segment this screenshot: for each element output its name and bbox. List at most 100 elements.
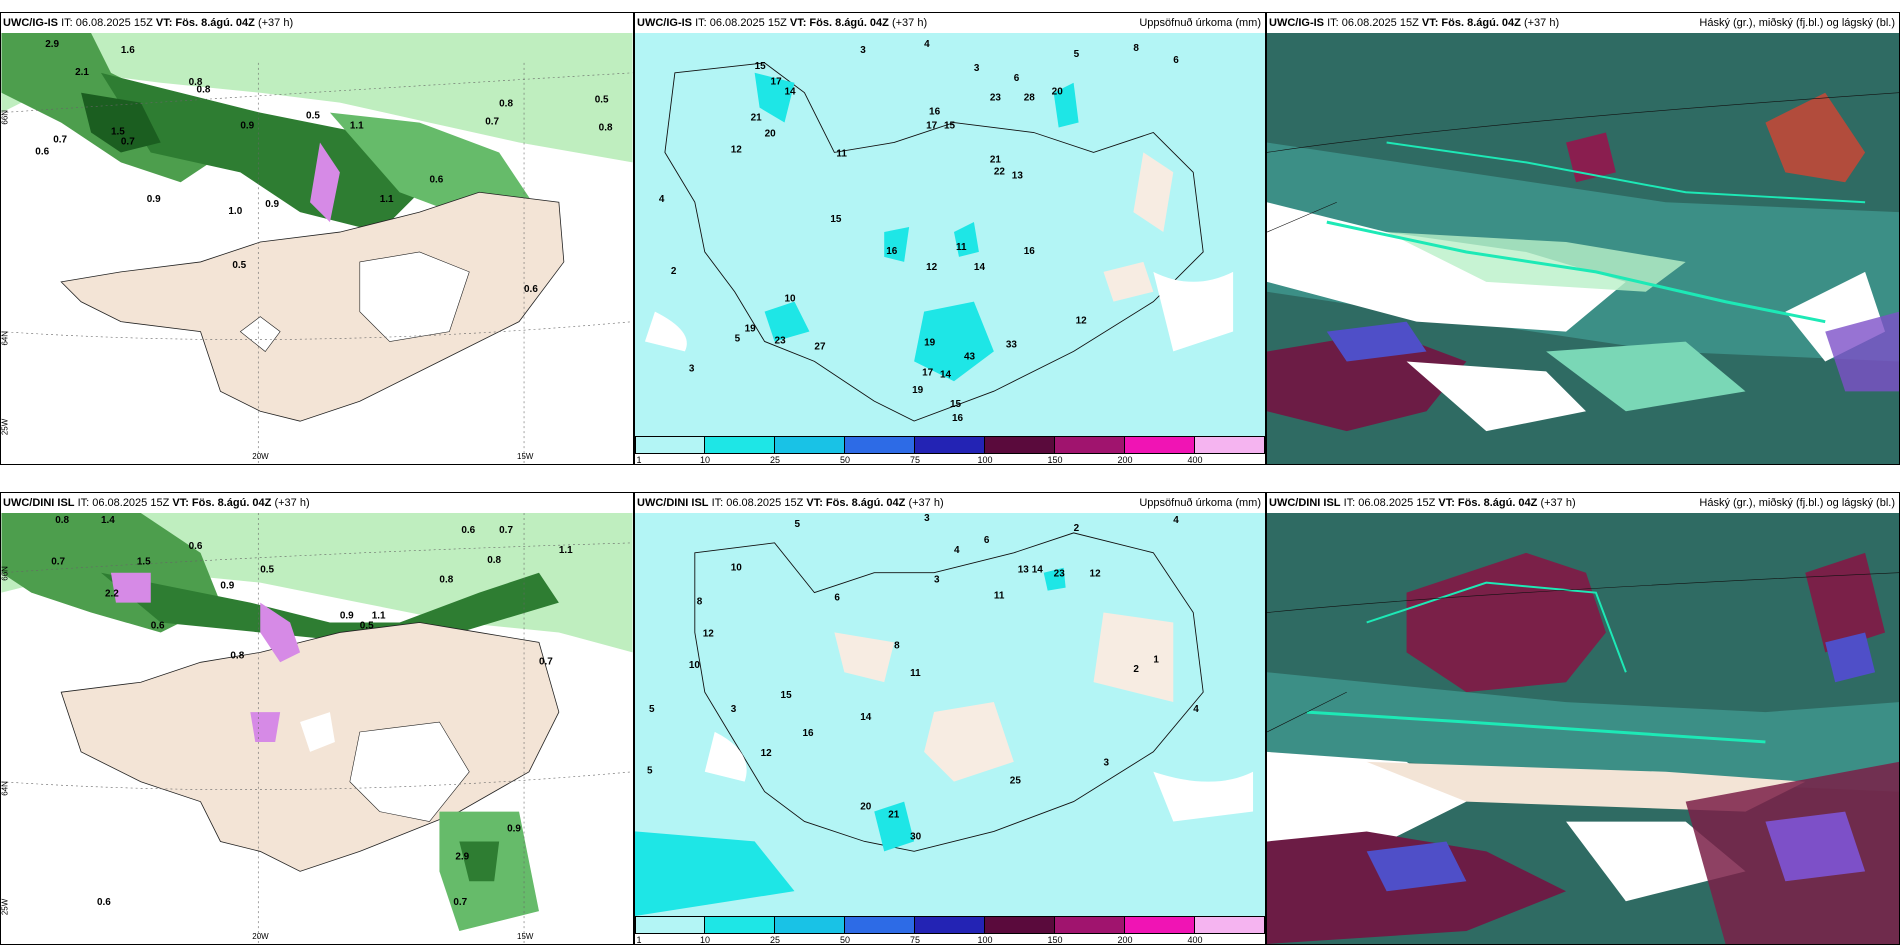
wind-label: 0.9 <box>507 824 521 835</box>
precip-label: 3 <box>1104 758 1110 769</box>
precip-label: 14 <box>974 262 986 273</box>
wind-label: 1.5 <box>137 557 151 568</box>
precip-label: 16 <box>929 107 941 118</box>
wind-label: 0.9 <box>147 194 161 205</box>
valid-time: Fös. 8.ágú. 04Z <box>825 497 906 509</box>
colorbar-tick: 400 <box>1187 935 1203 945</box>
valid-label: VT: <box>1438 497 1455 509</box>
precip-label: 8 <box>894 640 900 651</box>
lead-time: (+37 h) <box>274 497 310 509</box>
precip-label: 16 <box>886 246 898 257</box>
model-name: UWC/IG-IS <box>637 17 692 29</box>
precip-label: 2 <box>1074 523 1080 534</box>
field-title: Háský (gr.), miðský (fj.bl.) og lágský (… <box>1699 17 1895 29</box>
wind-label: 0.7 <box>539 656 553 667</box>
precip-label: 11 <box>956 242 967 253</box>
precip-label: 4 <box>659 194 665 205</box>
precip-label: 3 <box>974 63 980 74</box>
precip-label: 12 <box>1090 569 1102 580</box>
map-precip: 5 3 6 2 4 10 8 12 13 14 23 12 5 3 8 11 1… <box>635 513 1265 916</box>
precip-label: 12 <box>761 748 773 759</box>
precip-label: 6 <box>834 593 840 604</box>
init-time: IT: 06.08.2025 15Z <box>695 17 787 29</box>
precip-label: 17 <box>922 367 934 378</box>
precip-label: 15 <box>830 214 842 225</box>
lead-time: (+37 h) <box>891 17 928 29</box>
precip-label: 4 <box>924 39 930 50</box>
precip-label: 6 <box>984 535 990 546</box>
colorbar-tick: 10 <box>699 455 711 465</box>
panel-ig-cloud-top: UWC/IG-IS IT: 06.08.2025 15Z VT: Fös. 8.… <box>1266 12 1900 465</box>
colorbar-tick: 25 <box>769 935 781 945</box>
wind-label: 0.7 <box>53 134 67 145</box>
precip-label: 2 <box>671 266 677 277</box>
colorbar-swatch <box>985 436 1055 454</box>
precip-label: 23 <box>990 93 1002 104</box>
precip-label: 14 <box>785 87 797 98</box>
lon-label: 20W <box>252 932 269 941</box>
wind-label: 2.2 <box>105 589 119 600</box>
panel-dini-precip-bottom: UWC/DINI ISL IT: 06.08.2025 15Z VT: Fös.… <box>634 492 1266 945</box>
wind-label: 1.1 <box>559 545 573 556</box>
precip-label: 21 <box>751 113 763 124</box>
precip-value-labels: 5 3 6 2 4 10 8 12 13 14 23 12 5 3 8 11 1… <box>647 513 1199 842</box>
precip-label: 13 <box>1012 170 1024 181</box>
precip-label: 15 <box>755 61 767 72</box>
lead-time: (+37 h) <box>1523 17 1560 29</box>
valid-time: Fös. 8.ágú. 04Z <box>1441 17 1521 29</box>
model-name: UWC/DINI ISL <box>1269 497 1341 509</box>
precip-label: 5 <box>735 333 741 344</box>
lead-time: (+37 h) <box>908 497 944 509</box>
precip-label: 16 <box>1024 246 1036 257</box>
colorbar-swatch <box>1125 916 1195 934</box>
wind-label: 0.8 <box>189 77 203 88</box>
valid-time: Fös. 8.ágú. 04Z <box>1457 497 1538 509</box>
wind-label: 0.7 <box>485 117 499 128</box>
precip-label: 15 <box>944 121 956 132</box>
wind-label: 0.7 <box>121 136 135 147</box>
map-canvas: 3 4 3 5 6 8 6 15 17 14 16 20 21 15 12 20… <box>635 33 1265 436</box>
valid-time: Fös. 8.ágú. 04Z <box>175 17 255 29</box>
init-time: IT: 06.08.2025 15Z <box>61 17 153 29</box>
colorbar-swatch <box>1055 436 1125 454</box>
precip-label: 17 <box>771 77 783 88</box>
colorbar-swatch <box>915 436 985 454</box>
colorbar-swatch <box>705 916 775 934</box>
wind-label: 1.1 <box>350 121 364 132</box>
panel-ig-wind-top: UWC/IG-IS IT: 06.08.2025 15Z VT: Fös. 8.… <box>0 12 634 465</box>
precip-label: 13 <box>1018 565 1030 576</box>
precip-label: 12 <box>926 262 938 273</box>
precip-label: 21 <box>990 154 1002 165</box>
valid-label: VT: <box>172 497 189 509</box>
precip-label: 10 <box>689 660 701 671</box>
precip-label: 3 <box>689 363 695 374</box>
wind-label: 0.8 <box>439 575 453 586</box>
init-time: IT: 06.08.2025 15Z <box>711 497 804 509</box>
colorbar-tick: 100 <box>977 455 993 465</box>
colorbar-swatch <box>705 436 775 454</box>
panel-header: UWC/IG-IS IT: 06.08.2025 15Z VT: Fös. 8.… <box>635 13 1265 33</box>
model-name: UWC/IG-IS <box>3 17 58 29</box>
lon-label: 15W <box>517 932 534 941</box>
precip-label: 19 <box>745 324 757 335</box>
precip-label: 16 <box>952 413 964 424</box>
precip-label: 23 <box>1054 569 1066 580</box>
colorbar-tick: 75 <box>909 935 921 945</box>
wind-label: 0.6 <box>429 174 443 185</box>
precip-label: 20 <box>1052 87 1064 98</box>
wind-label: 0.8 <box>197 85 211 96</box>
wind-label: 1.4 <box>101 515 115 526</box>
wind-label: 1.1 <box>380 194 394 205</box>
wind-label: 2.9 <box>455 851 469 862</box>
precip-label: 2 <box>1133 664 1139 675</box>
colorbar-tick: 1 <box>636 455 642 465</box>
map-canvas: 2.9 2.1 1.6 0.8 0.7 0.6 0.5 0.9 1.1 0.8 … <box>1 33 633 464</box>
precip-label: 14 <box>1032 565 1044 576</box>
wind-label: 0.5 <box>306 111 320 122</box>
colorbar-tick: 150 <box>1047 455 1063 465</box>
precip-label: 5 <box>794 519 800 530</box>
lat-label: 66N <box>1 110 9 125</box>
wind-label: 0.5 <box>260 565 274 576</box>
precip-label: 5 <box>649 704 655 715</box>
valid-time: Fös. 8.ágú. 04Z <box>191 497 272 509</box>
